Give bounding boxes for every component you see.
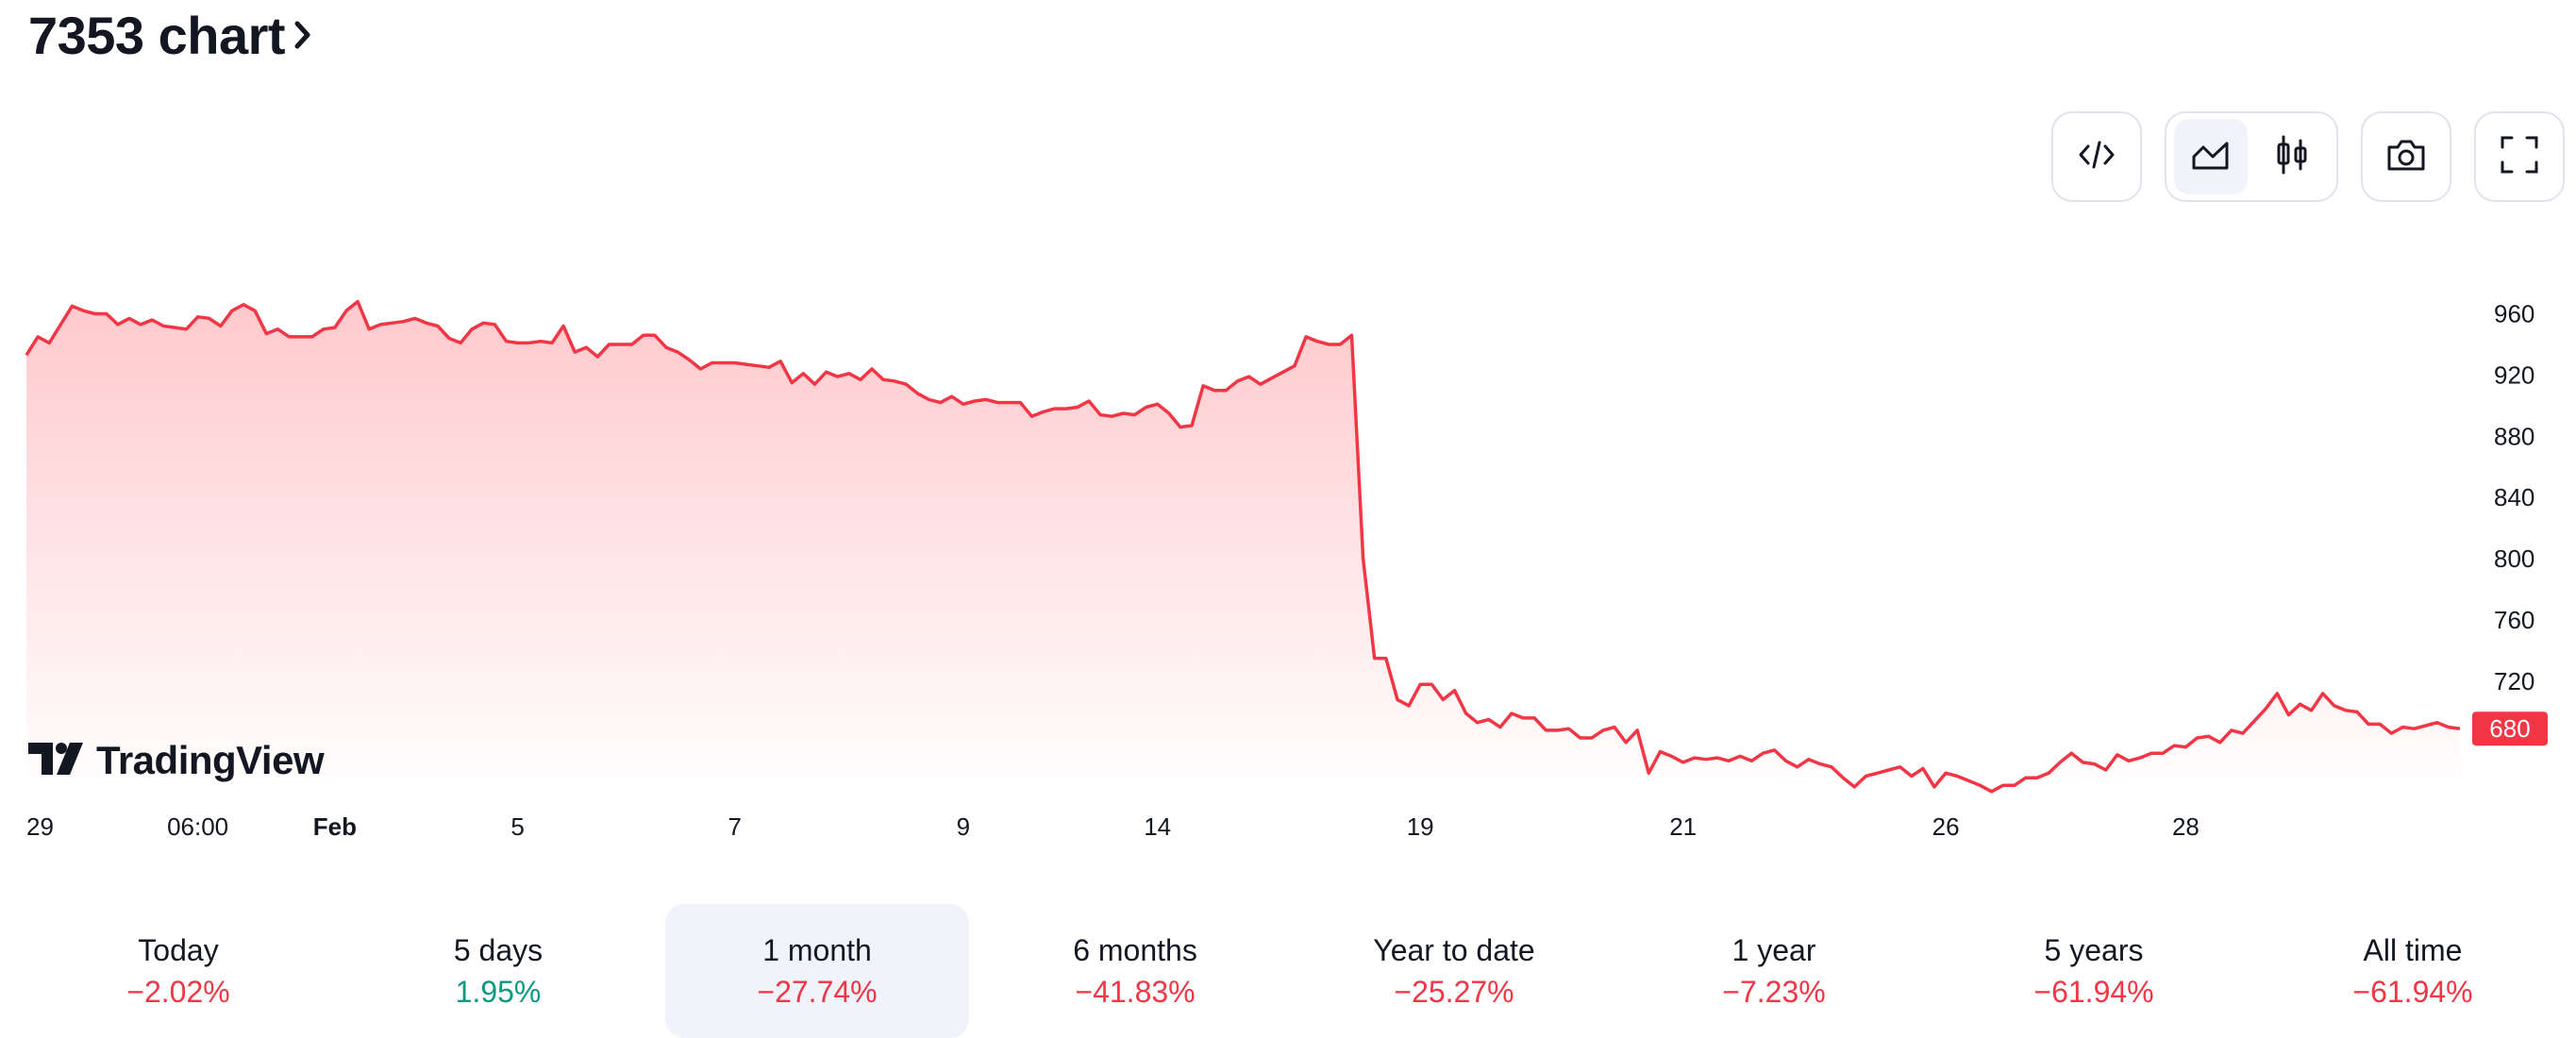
embed-button[interactable] (2051, 111, 2142, 202)
page-title-text: 7353 chart (28, 5, 286, 65)
period-selector: Today −2.02% 5 days 1.95% 1 month −27.74% 6 mo… (0, 904, 2576, 1038)
area-chart-icon (2189, 136, 2233, 178)
tradingview-logo-text: TradingView (96, 738, 325, 782)
page-title[interactable]: 7353 chart (28, 2, 313, 68)
camera-icon (2384, 135, 2428, 179)
y-tick-label: 880 (2494, 422, 2534, 450)
last-price-label-bg (2472, 712, 2548, 746)
x-tick-label: 14 (1144, 812, 1171, 841)
period-tab-change: 1.95% (455, 975, 542, 1009)
period-tab[interactable]: Year to date −25.27% (1302, 904, 1606, 1038)
last-price-label-text: 680 (2489, 714, 2530, 743)
period-tab[interactable]: Today −2.02% (26, 904, 330, 1038)
y-tick-label: 760 (2494, 606, 2534, 634)
period-tab[interactable]: 1 year −7.23% (1622, 904, 1926, 1038)
period-tab[interactable]: All time −61.94% (2261, 904, 2565, 1038)
period-tab-change: −2.02% (126, 975, 230, 1009)
y-tick-label: 840 (2494, 483, 2534, 511)
x-tick-label: 06:00 (167, 812, 228, 841)
x-tick-label: 5 (510, 812, 524, 841)
period-tab[interactable]: 5 years −61.94% (1942, 904, 2246, 1038)
fullscreen-icon (2499, 134, 2540, 180)
snapshot-button[interactable] (2361, 111, 2451, 202)
last-price-label: 680 (2472, 712, 2548, 746)
x-tick-label: Feb (313, 812, 357, 841)
y-tick-label: 920 (2494, 360, 2534, 389)
period-tab-change: −25.27% (1394, 975, 1514, 1009)
x-tick-label: 28 (2172, 812, 2200, 841)
chart-style-group (2165, 111, 2338, 202)
period-tab-change: −61.94% (2033, 975, 2154, 1009)
period-tab-label: Year to date (1373, 933, 1535, 967)
x-tick-label: 19 (1407, 812, 1434, 841)
candlestick-style-button[interactable] (2255, 119, 2329, 194)
area-style-button[interactable] (2174, 119, 2248, 194)
fullscreen-button[interactable] (2474, 111, 2565, 202)
period-tab-label: 1 year (1731, 933, 1816, 967)
chevron-right-icon (293, 19, 313, 51)
x-tick-label: 29 (26, 812, 54, 841)
x-tick-label: 21 (1669, 812, 1697, 841)
code-icon (2076, 134, 2117, 180)
y-tick-label: 960 (2494, 300, 2534, 328)
period-tab-change: −27.74% (757, 975, 878, 1009)
period-tab-label: 6 months (1073, 933, 1197, 967)
period-tab[interactable]: 1 month −27.74% (665, 904, 969, 1038)
price-line (25, 299, 2461, 794)
period-tab-label: All time (2363, 933, 2463, 967)
tradingview-mark-icon (28, 742, 85, 779)
x-tick-label: 7 (728, 812, 741, 841)
period-tab-change: −61.94% (2352, 975, 2473, 1009)
y-tick-label: 800 (2494, 544, 2534, 573)
tradingview-logo: TradingView (28, 738, 325, 783)
period-tab-change: −41.83% (1075, 975, 1196, 1009)
period-tab[interactable]: 5 days 1.95% (346, 904, 650, 1038)
price-chart[interactable]: 960 920 880 840 800 760 720 29 06:00 Feb 5 7 9 14 19 2… (0, 217, 2576, 859)
period-tab[interactable]: 6 months −41.83% (983, 904, 1287, 1038)
period-tab-change: −7.23% (1722, 975, 1826, 1009)
candlestick-icon (2273, 133, 2311, 181)
x-tick-label: 26 (1932, 812, 1960, 841)
period-tab-label: 5 years (2044, 933, 2144, 967)
period-tab-label: Today (138, 933, 219, 967)
price-area (26, 301, 2460, 795)
x-tick-label: 9 (957, 812, 970, 841)
period-tab-label: 1 month (762, 933, 872, 967)
period-tab-label: 5 days (453, 933, 544, 967)
y-tick-label: 720 (2494, 667, 2534, 695)
